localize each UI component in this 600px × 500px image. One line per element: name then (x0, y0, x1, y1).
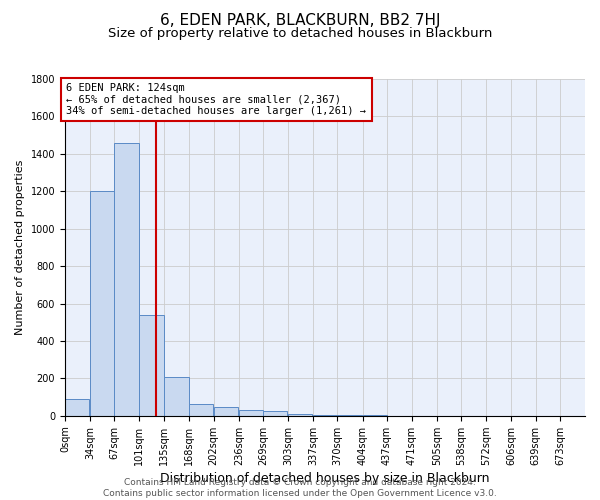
Bar (90, 192, 114, 416)
Bar (288, 414, 313, 416)
Bar (188, 404, 213, 416)
Bar (263, 411, 287, 416)
Bar (114, 142, 139, 416)
Bar (313, 415, 337, 416)
Text: Contains HM Land Registry data © Crown copyright and database right 2024.
Contai: Contains HM Land Registry data © Crown c… (103, 478, 497, 498)
X-axis label: Distribution of detached houses by size in Blackburn: Distribution of detached houses by size … (160, 472, 490, 485)
Text: Size of property relative to detached houses in Blackburn: Size of property relative to detached ho… (108, 28, 492, 40)
Bar (65, 399, 89, 416)
Bar (139, 315, 164, 416)
Bar (239, 410, 263, 416)
Text: 6, EDEN PARK, BLACKBURN, BB2 7HJ: 6, EDEN PARK, BLACKBURN, BB2 7HJ (160, 12, 440, 28)
Bar (164, 378, 188, 416)
Y-axis label: Number of detached properties: Number of detached properties (15, 160, 25, 335)
Text: 6 EDEN PARK: 124sqm
← 65% of detached houses are smaller (2,367)
34% of semi-det: 6 EDEN PARK: 124sqm ← 65% of detached ho… (67, 82, 367, 116)
Bar (214, 408, 238, 416)
